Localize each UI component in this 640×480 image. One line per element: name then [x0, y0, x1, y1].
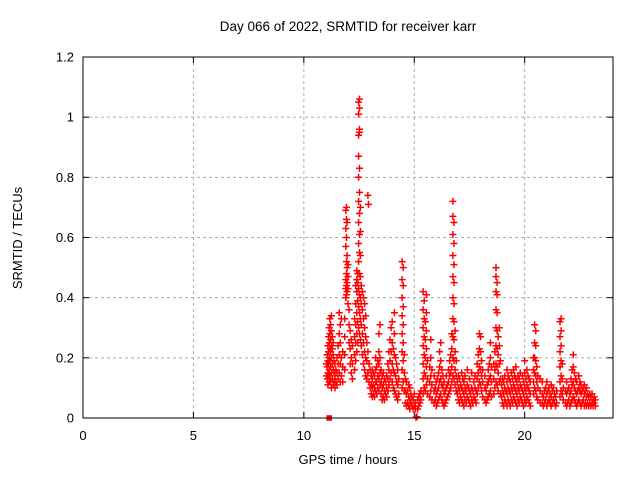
y-tick-label: 0.6 [56, 230, 74, 245]
x-tick-label: 15 [407, 428, 421, 443]
y-tick-label: 0.4 [56, 290, 74, 305]
chart-title: Day 066 of 2022, SRMTID for receiver kar… [220, 19, 477, 34]
y-tick-label: 0.8 [56, 170, 74, 185]
y-tick-label: 0.2 [56, 350, 74, 365]
y-tick-label: 1.2 [56, 50, 74, 65]
plot-border [82, 56, 614, 419]
x-tick-label: 20 [517, 428, 531, 443]
x-tick-label: 5 [190, 428, 197, 443]
x-tick-label: 10 [297, 428, 311, 443]
y-axis-label: SRMTID / TECUs [10, 186, 25, 289]
x-tick-label: 0 [79, 428, 86, 443]
y-tick-label: 0 [67, 411, 74, 426]
y-tick-label: 1 [67, 110, 74, 125]
plus-markers-path [322, 95, 599, 421]
axis-tick-labels: 0 5 10 15 20 0 0.2 0.4 0.6 0.8 1 1.2 [56, 50, 532, 444]
data-points [322, 95, 599, 421]
x-axis-label: GPS time / hours [299, 452, 398, 467]
